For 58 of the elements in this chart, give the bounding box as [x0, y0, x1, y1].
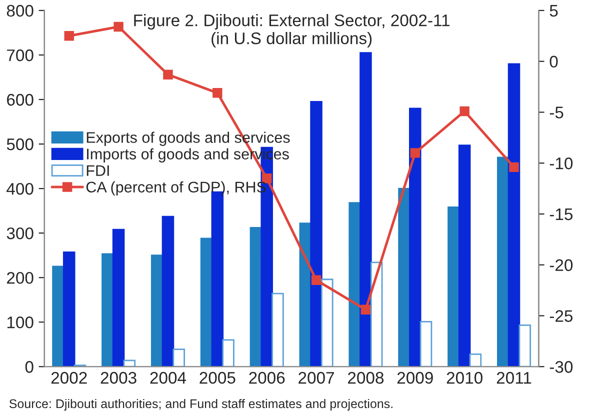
point [262, 174, 272, 184]
y-tick-label: 400 [6, 182, 34, 195]
bar [469, 353, 482, 367]
x-tick-label: 2010 [446, 372, 482, 384]
y-tick-label: 0 [25, 361, 34, 373]
bar [420, 320, 432, 367]
bar [458, 144, 471, 367]
x-tick-label: 2007 [298, 372, 334, 384]
y-tick-label: 200 [7, 272, 34, 284]
x-tick-label: 2005 [200, 372, 236, 384]
legend-label: FDI [86, 165, 109, 176]
x-tick-label: 2002 [51, 372, 87, 384]
y2-tick-label: 5 [550, 5, 558, 17]
point [509, 162, 519, 172]
y2-tick-label: -15 [550, 208, 573, 220]
bar [162, 216, 174, 367]
bar [370, 262, 383, 367]
source-note: Source: Djibouti authorities; and Fund staff estimates and projections. [9, 398, 392, 411]
x-tick-label: 2003 [100, 372, 136, 384]
x-tick-label: 2006 [249, 372, 285, 384]
point [460, 106, 470, 116]
point [311, 275, 322, 285]
bar [272, 292, 284, 367]
y2-tick-label: -25 [550, 310, 573, 322]
point [163, 70, 173, 80]
bar [360, 52, 372, 367]
point [360, 304, 371, 315]
bar [200, 238, 213, 367]
bar [123, 360, 136, 367]
point [410, 148, 420, 158]
x-tick-label: 2008 [348, 372, 384, 384]
y2-tick-label: 0 [550, 56, 558, 68]
bar [508, 63, 520, 367]
y2-tick-label: -10 [550, 158, 573, 170]
bar [62, 252, 76, 367]
y2-tick-label: -5 [550, 106, 564, 118]
y-tick-label: 300 [6, 227, 34, 240]
bar [518, 324, 532, 367]
bar [112, 228, 125, 367]
x-tick-label: 2004 [150, 372, 186, 384]
x-tick-label: 2009 [397, 372, 433, 384]
text: Figure 2. Djibouti: External Sector, 2002-11 (in U.S dollar millions) [134, 14, 450, 48]
bar [310, 101, 322, 367]
bar [409, 108, 422, 367]
point [114, 22, 124, 32]
x-tick-label: 2011 [496, 372, 532, 384]
y-tick-label: 700 [7, 49, 34, 62]
bar [172, 348, 185, 367]
point [64, 31, 74, 41]
y-tick-label: 100 [7, 316, 34, 328]
bar [222, 339, 234, 367]
y-tick-label: 500 [6, 138, 34, 150]
bar [321, 278, 334, 367]
y2-tick-label: -30 [550, 361, 573, 373]
y2-tick-label: -20 [550, 259, 573, 272]
y-tick-label: 800 [6, 4, 34, 17]
point [212, 88, 222, 98]
y-tick-label: 600 [7, 94, 34, 106]
